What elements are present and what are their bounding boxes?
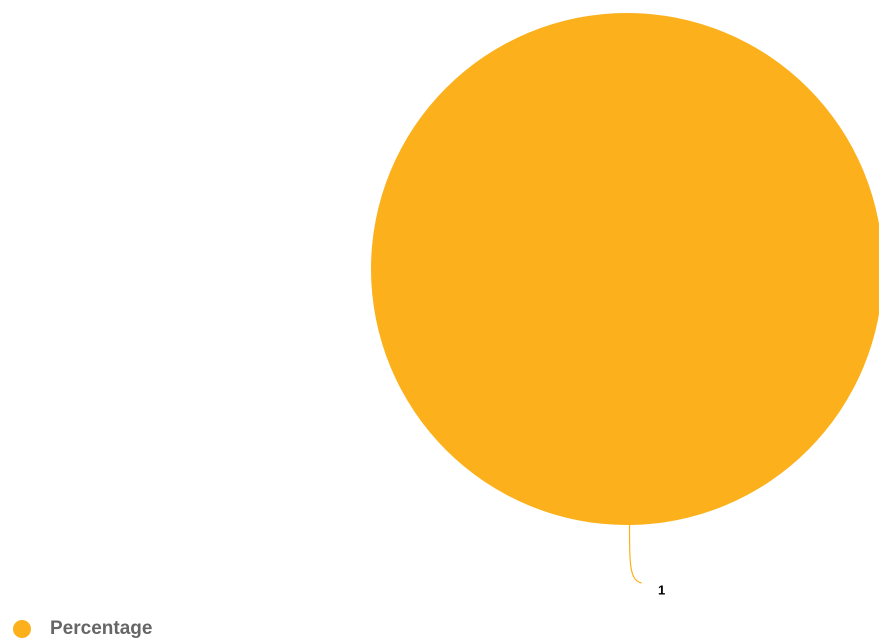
legend-label: Percentage bbox=[50, 618, 152, 639]
data-label: 1 bbox=[658, 582, 665, 597]
label-connector bbox=[628, 524, 642, 584]
legend-marker bbox=[13, 620, 31, 638]
pie-slice bbox=[371, 13, 879, 525]
